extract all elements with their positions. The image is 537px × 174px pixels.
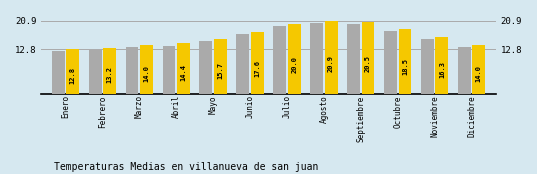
Text: 13.2: 13.2 <box>106 66 113 83</box>
Bar <box>458 47 471 94</box>
Text: 20.5: 20.5 <box>365 55 371 72</box>
Text: 14.4: 14.4 <box>180 64 186 81</box>
Bar <box>273 26 286 94</box>
Text: 14.0: 14.0 <box>476 65 482 82</box>
Text: Temperaturas Medias en villanueva de san juan: Temperaturas Medias en villanueva de san… <box>54 162 318 172</box>
Bar <box>236 34 249 94</box>
Bar <box>398 29 411 94</box>
Bar <box>384 31 397 94</box>
Bar <box>473 45 485 94</box>
Text: 16.3: 16.3 <box>439 61 445 78</box>
Bar <box>52 51 64 94</box>
Bar <box>361 22 374 94</box>
Text: 18.5: 18.5 <box>402 58 408 75</box>
Bar <box>163 46 176 94</box>
Bar <box>325 21 338 94</box>
Bar <box>140 45 153 94</box>
Bar <box>288 24 301 94</box>
Bar <box>199 41 212 94</box>
Bar <box>251 32 264 94</box>
Bar <box>347 24 360 94</box>
Bar <box>421 39 434 94</box>
Bar <box>436 37 448 94</box>
Bar <box>66 49 79 94</box>
Text: 20.0: 20.0 <box>291 56 297 73</box>
Text: 12.8: 12.8 <box>70 67 76 84</box>
Text: 17.6: 17.6 <box>254 60 260 77</box>
Text: 14.0: 14.0 <box>143 65 149 82</box>
Text: 15.7: 15.7 <box>217 62 223 79</box>
Bar <box>177 44 190 94</box>
Bar <box>103 48 116 94</box>
Bar <box>214 39 227 94</box>
Text: 20.9: 20.9 <box>328 55 334 72</box>
Bar <box>126 47 139 94</box>
Bar <box>310 23 323 94</box>
Bar <box>89 50 101 94</box>
